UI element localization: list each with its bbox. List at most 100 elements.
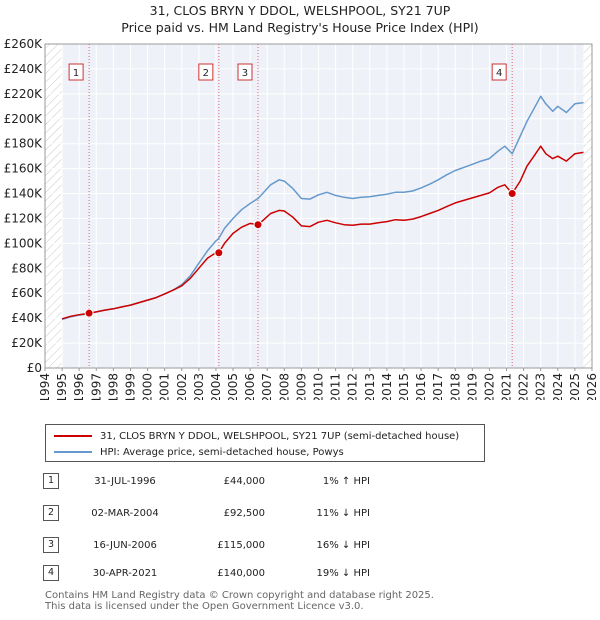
hatched-region-right — [583, 44, 592, 368]
x-tick-label: 2001 — [158, 373, 172, 400]
x-tick-label: 2008 — [277, 373, 291, 400]
legend: 31, CLOS BRYN Y DDOL, WELSHPOOL, SY21 7U… — [45, 424, 485, 462]
y-tick-label: £260K — [4, 37, 44, 51]
x-tick-label: 2015 — [397, 373, 411, 400]
sale-price: £92,500 — [223, 508, 265, 519]
y-tick-label: £120K — [4, 211, 44, 225]
table-row: 3 16-JUN-2006 £115,000 16% ↓ HPI — [0, 537, 600, 557]
y-tick-label: £140K — [4, 187, 44, 201]
y-tick-label: £240K — [4, 62, 44, 76]
x-tick-label: 2014 — [380, 373, 394, 400]
x-tick-label: 2000 — [141, 373, 155, 400]
sale-point — [507, 189, 517, 199]
x-tick-label: 2017 — [431, 373, 445, 400]
sale-number-badge: 1 — [43, 473, 59, 489]
y-tick-label: £200K — [4, 112, 44, 126]
footer-licence: This data is licensed under the Open Gov… — [45, 601, 364, 612]
y-tick-label: £80K — [11, 261, 43, 275]
sale-price: £44,000 — [223, 476, 265, 487]
sale-date: 02-MAR-2004 — [91, 508, 159, 519]
x-tick-label: 1997 — [89, 373, 103, 400]
sale-point — [214, 248, 224, 258]
legend-item-property: 31, CLOS BRYN Y DDOL, WELSHPOOL, SY21 7U… — [54, 428, 459, 444]
footer: Contains HM Land Registry data © Crown c… — [45, 590, 434, 612]
chart-subtitle: Price paid vs. HM Land Registry's House … — [121, 20, 479, 35]
series-line-property — [61, 145, 584, 320]
sale-number-badge: 2 — [43, 505, 59, 521]
legend-label-property: 31, CLOS BRYN Y DDOL, WELSHPOOL, SY21 7U… — [100, 430, 460, 442]
x-tick-label: 2004 — [209, 373, 223, 400]
y-tick-label: £40K — [11, 311, 43, 325]
sale-number-badge: 3 — [43, 537, 59, 553]
y-tick-label: £180K — [4, 137, 44, 151]
legend-item-hpi: HPI: Average price, semi-detached house,… — [54, 444, 344, 460]
sale-number-badge: 4 — [43, 565, 59, 581]
table-row: 4 30-APR-2021 £140,000 19% ↓ HPI — [0, 565, 600, 585]
table-row: 1 31-JUL-1996 £44,000 1% ↑ HPI — [0, 473, 600, 493]
x-tick-label: 2010 — [312, 373, 326, 400]
x-tick-label: 2005 — [226, 373, 240, 400]
sale-date: 16-JUN-2006 — [93, 540, 157, 551]
x-tick-label: 2023 — [534, 373, 548, 400]
y-tick-label: £160K — [4, 162, 44, 176]
x-tick-label: 2024 — [551, 373, 565, 400]
sale-hpi-change: 1% ↑ HPI — [322, 476, 370, 487]
sale-label-box: 3 — [237, 63, 253, 81]
x-tick-label: 2012 — [346, 373, 360, 400]
x-tick-label: 1999 — [123, 373, 137, 400]
sale-label-box: 1 — [68, 63, 84, 81]
x-tick-label: 2009 — [294, 373, 308, 400]
legend-swatch-hpi — [54, 451, 92, 453]
y-tick-label: £0 — [27, 361, 42, 375]
footer-copyright: Contains HM Land Registry data © Crown c… — [45, 590, 434, 601]
x-tick-label: 1995 — [55, 373, 69, 400]
sale-label-number: 1 — [73, 68, 79, 79]
sale-price: £140,000 — [217, 568, 265, 579]
sale-hpi-change: 19% ↓ HPI — [316, 568, 370, 579]
sale-label-box: 2 — [198, 63, 214, 81]
sale-label-box: 4 — [491, 63, 507, 81]
y-tick-label: £100K — [4, 236, 44, 250]
legend-label-hpi: HPI: Average price, semi-detached house,… — [100, 446, 344, 458]
x-tick-label: 1996 — [72, 373, 86, 400]
y-tick-label: £220K — [4, 87, 44, 101]
x-tick-label: 2018 — [448, 373, 462, 400]
x-tick-label: 2025 — [568, 373, 582, 400]
y-tick-label: £20K — [11, 336, 43, 350]
data-range-band — [62, 44, 584, 368]
x-tick-label: 2007 — [260, 373, 274, 400]
sale-label-number: 4 — [496, 68, 502, 79]
sale-date: 31-JUL-1996 — [94, 476, 156, 487]
sale-label-number: 2 — [203, 68, 209, 79]
sale-label-number: 3 — [242, 68, 248, 79]
price-chart: £0 £20K £40K £60K £80K £100K £120K £140K £160K £1… — [4, 37, 599, 400]
sale-label-frame — [68, 63, 84, 81]
sale-label-frame — [237, 63, 253, 81]
x-tick-label: 2020 — [482, 373, 496, 400]
x-tick-label: 2022 — [517, 373, 531, 400]
sale-label-frame — [198, 63, 214, 81]
sale-hpi-change: 16% ↓ HPI — [316, 540, 370, 551]
chart-title: 31, CLOS BRYN Y DDOL, WELSHPOOL, SY21 7U… — [149, 3, 451, 18]
y-tick-label: £60K — [11, 286, 43, 300]
sale-price: £115,000 — [217, 540, 265, 551]
x-tick-label: 2021 — [500, 373, 514, 400]
sale-hpi-change: 11% ↓ HPI — [316, 508, 370, 519]
sale-date: 30-APR-2021 — [92, 568, 158, 579]
hatched-region-left — [45, 44, 63, 368]
x-tick-label: 2006 — [243, 373, 257, 400]
x-tick-label: 1998 — [106, 373, 120, 400]
x-tick-label: 1994 — [38, 373, 52, 400]
sale-point — [84, 308, 94, 318]
x-tick-label: 2026 — [585, 373, 599, 400]
x-tick-label: 2002 — [175, 373, 189, 400]
sale-label-frame — [491, 63, 507, 81]
legend-swatch-property — [54, 435, 92, 437]
x-tick-label: 2016 — [414, 373, 428, 400]
x-tick-label: 2013 — [363, 373, 377, 400]
x-tick-label: 2011 — [329, 373, 343, 400]
table-row: 2 02-MAR-2004 £92,500 11% ↓ HPI — [0, 505, 600, 525]
x-tick-label: 2019 — [465, 373, 479, 400]
sale-point — [253, 220, 263, 230]
x-tick-label: 2003 — [192, 373, 206, 400]
